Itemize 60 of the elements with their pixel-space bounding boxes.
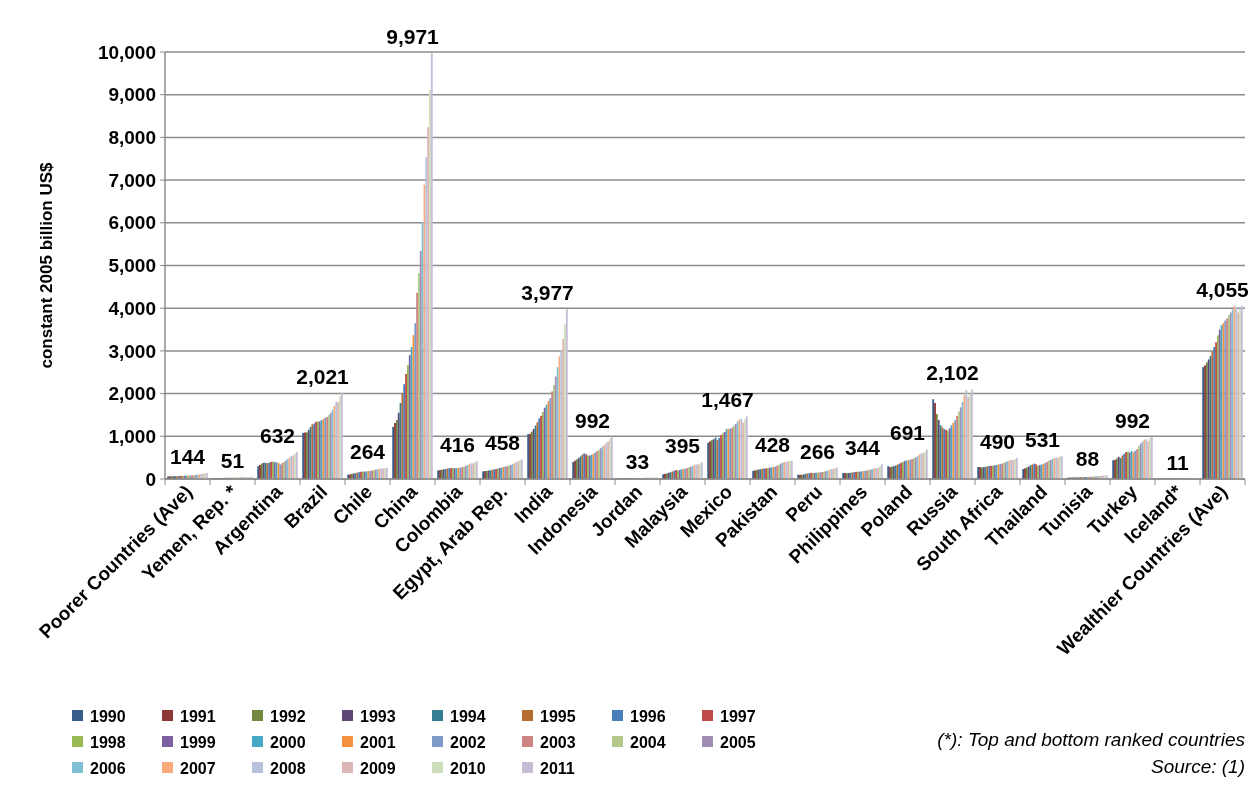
legend-label: 1991	[180, 707, 216, 725]
legend-label: 2010	[450, 759, 486, 777]
y-tick-label: 3,000	[108, 340, 156, 362]
legend-label: 2006	[90, 759, 126, 777]
legend-label: 1993	[360, 707, 396, 725]
data-label: 531	[1024, 428, 1061, 452]
source-note: Source: (1)	[1151, 756, 1245, 777]
data-label: 144	[169, 444, 206, 468]
legend-label: 2000	[270, 733, 306, 751]
data-label: 632	[259, 424, 296, 448]
y-tick-label: 1,000	[108, 425, 156, 447]
data-label: 88	[1075, 447, 1100, 471]
legend-label: 2005	[720, 733, 756, 751]
data-label: 691	[889, 421, 926, 445]
y-tick-label: 10,000	[97, 41, 156, 63]
y-tick-label: 7,000	[108, 169, 156, 191]
legend-label: 1990	[90, 707, 126, 725]
legend-label: 1999	[180, 733, 216, 751]
legend-label: 1995	[540, 707, 576, 725]
legend-label: 2003	[540, 733, 576, 751]
data-label: 2,102	[926, 361, 979, 385]
legend-label: 2002	[450, 733, 486, 751]
text: (*): Top and bottom ranked countries	[937, 729, 1246, 750]
data-label: 33	[625, 449, 650, 473]
legend-label: 1994	[450, 707, 486, 725]
data-label: 992	[574, 408, 611, 432]
data-label: 1,467	[701, 388, 754, 412]
legend-label: 2009	[360, 759, 396, 777]
y-tick-label: 0	[145, 468, 156, 490]
y-tick-label: 9,000	[108, 84, 156, 106]
legend-label: 2004	[630, 733, 666, 751]
data-label: 3,977	[521, 281, 574, 305]
data-label: 344	[844, 436, 881, 460]
data-label: 9,971	[386, 25, 440, 49]
y-tick-label: 6,000	[108, 212, 156, 234]
data-label: 490	[979, 430, 1016, 454]
data-label: 51	[220, 448, 245, 472]
legend-label: 2011	[540, 759, 575, 777]
data-label: 992	[1114, 408, 1151, 432]
data-label: 458	[484, 431, 521, 455]
legend-label: 2001	[360, 733, 396, 751]
data-label: 2,021	[296, 364, 350, 388]
data-label: 264	[349, 439, 386, 463]
legend-label: 2007	[180, 759, 216, 777]
data-label: 395	[664, 434, 701, 458]
data-label: 4,055	[1196, 277, 1250, 301]
data-label: 266	[799, 439, 836, 463]
legend-label: 1998	[90, 733, 126, 751]
data-label: 11	[1166, 450, 1189, 474]
legend-label: 2008	[270, 759, 306, 777]
legend-label: 1997	[720, 707, 756, 725]
data-label: 428	[754, 432, 791, 456]
y-axis-title: constant 2005 billion US$	[37, 161, 56, 369]
legend-label: 1996	[630, 707, 666, 725]
y-tick-label: 4,000	[108, 297, 156, 319]
y-tick-label: 5,000	[108, 255, 156, 277]
legend-label: 1992	[270, 707, 306, 725]
y-tick-label: 8,000	[108, 127, 156, 149]
y-tick-label: 2,000	[108, 383, 156, 405]
data-label: 416	[439, 433, 476, 457]
